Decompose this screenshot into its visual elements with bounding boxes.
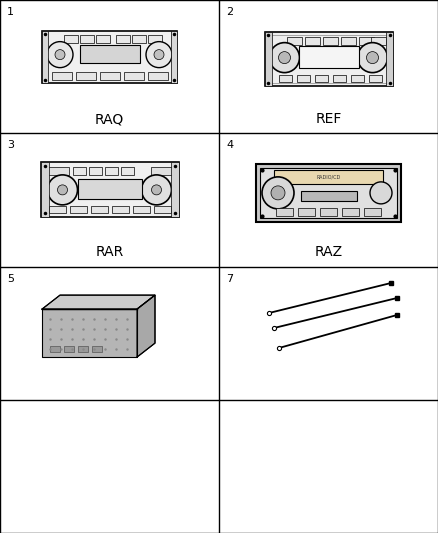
Bar xyxy=(276,208,293,216)
Bar xyxy=(148,35,162,43)
Ellipse shape xyxy=(262,177,294,209)
Bar xyxy=(364,208,381,216)
Ellipse shape xyxy=(271,186,285,200)
Bar xyxy=(268,35,389,83)
Bar xyxy=(279,75,292,82)
Bar xyxy=(304,37,319,45)
Ellipse shape xyxy=(154,50,164,60)
Bar xyxy=(256,164,401,222)
Ellipse shape xyxy=(47,175,78,205)
Bar xyxy=(358,37,374,45)
Ellipse shape xyxy=(141,175,172,205)
Bar xyxy=(170,163,179,217)
Bar xyxy=(105,167,117,175)
Bar xyxy=(265,31,392,86)
Bar xyxy=(265,31,272,86)
Polygon shape xyxy=(42,295,155,309)
Bar xyxy=(148,71,168,79)
Ellipse shape xyxy=(279,52,290,63)
Ellipse shape xyxy=(47,42,73,68)
Bar xyxy=(78,346,88,352)
Bar xyxy=(70,206,86,213)
Text: 3: 3 xyxy=(7,140,14,150)
Bar xyxy=(40,163,179,217)
Bar xyxy=(322,37,338,45)
Bar xyxy=(42,30,48,83)
Text: RAZ: RAZ xyxy=(314,246,343,260)
Bar xyxy=(88,167,102,175)
Bar xyxy=(73,167,85,175)
Bar xyxy=(50,346,60,352)
Bar xyxy=(91,206,107,213)
Bar xyxy=(314,75,328,82)
Bar xyxy=(340,37,356,45)
Bar xyxy=(298,208,315,216)
Ellipse shape xyxy=(269,43,300,72)
Text: RADIO/CD: RADIO/CD xyxy=(316,174,341,180)
Bar xyxy=(116,35,130,43)
Text: RAR: RAR xyxy=(95,246,124,260)
Ellipse shape xyxy=(57,185,67,195)
Bar xyxy=(350,75,364,82)
Bar xyxy=(132,35,146,43)
Bar xyxy=(171,30,177,83)
Text: 4: 4 xyxy=(226,140,233,150)
Bar xyxy=(332,75,346,82)
Bar xyxy=(299,46,358,68)
Bar xyxy=(100,71,120,79)
Bar xyxy=(286,37,301,45)
Bar xyxy=(80,35,94,43)
Polygon shape xyxy=(137,295,155,357)
Bar xyxy=(42,309,137,357)
Bar xyxy=(64,346,74,352)
Bar xyxy=(80,45,139,62)
Bar xyxy=(153,206,170,213)
Bar xyxy=(133,206,149,213)
Ellipse shape xyxy=(367,52,378,63)
Ellipse shape xyxy=(357,43,388,72)
Bar xyxy=(78,179,141,199)
Bar xyxy=(151,167,173,175)
Ellipse shape xyxy=(152,185,162,195)
Bar xyxy=(46,167,68,175)
Bar xyxy=(368,75,381,82)
Bar xyxy=(92,346,102,352)
Bar xyxy=(385,31,392,86)
Bar xyxy=(76,71,96,79)
Bar xyxy=(320,208,337,216)
Bar xyxy=(274,170,383,184)
Bar xyxy=(300,191,357,201)
Bar xyxy=(64,35,78,43)
Text: 7: 7 xyxy=(226,273,233,284)
Ellipse shape xyxy=(370,182,392,204)
Bar xyxy=(371,37,385,45)
Bar xyxy=(40,163,49,217)
Bar xyxy=(42,30,177,83)
Bar xyxy=(297,75,310,82)
Text: REF: REF xyxy=(315,112,342,126)
Bar xyxy=(342,208,359,216)
Text: 5: 5 xyxy=(7,273,14,284)
Bar xyxy=(49,206,66,213)
Bar xyxy=(52,71,72,79)
Bar xyxy=(112,206,128,213)
Bar xyxy=(120,167,134,175)
Ellipse shape xyxy=(146,42,172,68)
Text: 2: 2 xyxy=(226,7,233,17)
Bar xyxy=(124,71,144,79)
Bar xyxy=(260,168,397,218)
Bar xyxy=(96,35,110,43)
Text: RAQ: RAQ xyxy=(95,112,124,126)
Text: 1: 1 xyxy=(7,7,14,17)
Ellipse shape xyxy=(55,50,65,60)
